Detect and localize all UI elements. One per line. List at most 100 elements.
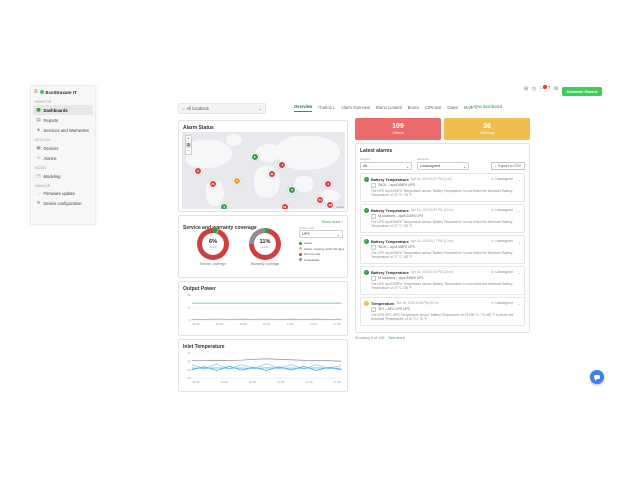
tab-overview[interactable]: Overview [294, 104, 313, 112]
dashboard-tabs: Overview *Carlos L Alarm Overview Bruno Lun… [294, 104, 524, 112]
tab-more[interactable]: More ⌄ [463, 104, 478, 110]
sidebar-item-dashboards[interactable]: ▦ Dashboards [33, 105, 93, 115]
sidebar-item-alarms[interactable]: ⚠ Alarms [33, 153, 93, 163]
donut-chart[interactable]: 11% Active [249, 228, 281, 260]
series-sensor-3-c [191, 365, 342, 371]
show-more-link[interactable]: Show more › [321, 220, 343, 224]
alarm-assignee[interactable]: ⊙ Unassigned [491, 270, 513, 274]
new-dashboard-button[interactable]: + New dashboard [470, 104, 503, 109]
svg-text:16:30: 16:30 [216, 322, 224, 326]
device-type-selector[interactable]: UPS ⌄ [299, 230, 343, 238]
notification-badge [543, 85, 547, 89]
tab-bruna[interactable]: Bruna [407, 104, 419, 110]
sidebar-section-label: Monitor [35, 100, 52, 104]
alarm-assignee[interactable]: ⊙ Unassigned [491, 239, 513, 243]
alarm-status-title: Alarm Status [183, 125, 214, 131]
alarm-row[interactable]: ! Temperature Apr 16, 2024 6:08 PM (20 m) ⊙… [360, 297, 525, 326]
chevron-down-icon[interactable]: ⌄ [517, 238, 521, 244]
chat-fab-button[interactable] [590, 370, 604, 384]
map-alarm-marker[interactable]: 35 [280, 202, 289, 209]
critical-label: Critical [392, 130, 404, 135]
legend-item: Active, expiring within 90 days [299, 247, 345, 251]
map-zoom-out-icon[interactable]: − [187, 148, 190, 153]
tab-gawe[interactable]: Gawe [447, 104, 458, 110]
legend-item-label: Unavailable [304, 257, 320, 262]
alarm-row[interactable]: ✓ Battery Temperature Apr 16, 2024 6:21 PM… [360, 204, 525, 233]
map-zoom-in-icon[interactable]: + [186, 136, 191, 142]
map-alarm-marker[interactable]: 4 [324, 180, 333, 189]
alarm-list: ✓ Battery Temperature Apr 16, 2024 6:27 PM… [360, 173, 525, 326]
map-alarm-marker[interactable]: 6 [220, 202, 229, 209]
alarm-timestamp: Apr 16, 2024 6:14 PM (23 m) [410, 270, 454, 274]
severity-filter-select[interactable]: All ⌄ [360, 162, 412, 170]
export-csv-button[interactable]: ↓ Export to CSV [490, 162, 525, 170]
help-icon[interactable]: ? [547, 86, 551, 92]
coverage-legend: Active Active, expiring within 90 days Not… [299, 241, 345, 262]
vendor-logo[interactable]: Schneider Electric [562, 87, 602, 96]
sidebar-item-device-configuration[interactable]: ⚙ Device configuration [33, 198, 93, 208]
tab-alarm-overview[interactable]: Alarm Overview [341, 104, 370, 110]
svg-text:17:10: 17:10 [310, 322, 318, 326]
alarm-row[interactable]: ✓ Battery Temperature Apr 16, 2024 6:14 PM… [360, 266, 525, 295]
legend-item: Unavailable [299, 258, 345, 262]
alarm-row-header: ! Temperature Apr 16, 2024 6:08 PM (20 m) ⊙… [364, 300, 521, 306]
map-alarm-marker[interactable]: 23 [208, 180, 217, 189]
map-alarm-marker[interactable]: 23 [326, 201, 335, 209]
alarm-location: All locations – apcD336F6 UPS [377, 276, 424, 281]
critical-alarms-card[interactable]: 109 Critical [355, 118, 441, 140]
sidebar-item-label: Modeling [43, 173, 61, 179]
alarm-row[interactable]: ✓ Battery Temperature Apr 16, 2024 6:17 PM… [360, 235, 525, 264]
alarm-row[interactable]: ✓ Battery Temperature Apr 16, 2024 6:27 PM… [360, 173, 525, 202]
assignee-filter-select[interactable]: Unassigned ⌄ [417, 162, 469, 170]
svg-text:16:30: 16:30 [192, 380, 200, 384]
alarm-assignee[interactable]: ⊙ Unassigned [491, 208, 513, 212]
chevron-down-icon[interactable]: ⌄ [517, 269, 521, 275]
sidebar-item-services-and-warranties[interactable]: ◈ Services and Warranties [33, 125, 93, 135]
device-configuration-icon: ⚙ [36, 200, 41, 205]
map-alarm-marker[interactable]: ! [233, 176, 242, 185]
assignee-label: Unassigned [495, 208, 513, 212]
settings-icon[interactable]: ⚙ [553, 86, 559, 92]
donut-chart[interactable]: 6% Active [197, 228, 229, 260]
sidebar-item-devices[interactable]: ▣ Devices [33, 143, 93, 153]
map-alarm-marker[interactable]: 8 [193, 167, 202, 176]
map-attribution[interactable]: Leaflet [336, 206, 344, 209]
alarm-row-header: ✓ Battery Temperature Apr 16, 2024 6:17 PM… [364, 238, 521, 244]
tab-cdn-test[interactable]: CDN test [424, 104, 442, 110]
alarm-timestamp: Apr 16, 2024 6:21 PM (10 m) [410, 208, 454, 212]
legend-item-label: Active [304, 241, 313, 245]
map-landmass [254, 166, 280, 198]
map-alarm-marker[interactable]: 4 [278, 161, 287, 170]
see-more-link[interactable]: See more [388, 336, 405, 340]
map-alarm-marker[interactable]: 49 [267, 169, 276, 178]
legend-swatch [299, 258, 302, 261]
assignee-filter-label: Assignee [417, 157, 429, 161]
tab-bruno-lunardi[interactable]: Bruno Lunardi [375, 104, 402, 110]
world-map[interactable]: + ▦ − 8 8 23! 49 4 8 4 50 23 6 35 Leaflet [182, 132, 345, 209]
device-type-value: UPS [302, 232, 310, 236]
apps-grid-icon[interactable]: ⊞ [524, 86, 529, 92]
alarm-assignee[interactable]: ⊙ Unassigned [491, 301, 513, 305]
map-alarm-marker[interactable]: 50 [316, 195, 325, 204]
chevron-down-icon[interactable]: ⌄ [517, 300, 521, 306]
map-landmass [186, 140, 232, 168]
hamburger-menu-icon[interactable]: ≡ [34, 89, 38, 95]
svg-text:16:50: 16:50 [249, 380, 257, 384]
chevron-down-icon[interactable]: ⌄ [517, 176, 521, 182]
history-icon[interactable]: ◷ [531, 86, 537, 92]
map-layers-icon[interactable]: ▦ [186, 142, 191, 148]
alarm-assignee[interactable]: ⊙ Unassigned [491, 177, 513, 181]
sidebar-item-modeling[interactable]: ◳ Modeling [33, 171, 93, 181]
sidebar-item-firmware-update[interactable]: ↓ Firmware update [33, 189, 93, 198]
output-power-chart[interactable]: 2k 1k 0 16:20 16:30 16:40 16:50 17:00 17:10 17:20 [182, 292, 345, 332]
tab-carlos-l[interactable]: *Carlos L [318, 104, 336, 110]
inlet-temperature-chart[interactable]: 40 30 20 10 16:30 16:40 16:50 17:00 17:10 17:20 [182, 350, 345, 390]
location-selector[interactable]: ○ All locations ⌄ [178, 103, 266, 114]
warning-alarms-card[interactable]: 36 Warning [444, 118, 530, 140]
sidebar-item-reports[interactable]: ▤ Reports [33, 115, 93, 125]
map-alarm-marker[interactable]: 8 [288, 185, 297, 194]
map-alarm-marker[interactable]: 8 [250, 153, 259, 162]
notifications-icon[interactable]: ⚐ [540, 85, 547, 92]
chevron-down-icon[interactable]: ⌄ [517, 207, 521, 213]
alarm-timestamp: Apr 16, 2024 6:27 PM (4 m) [410, 177, 452, 181]
